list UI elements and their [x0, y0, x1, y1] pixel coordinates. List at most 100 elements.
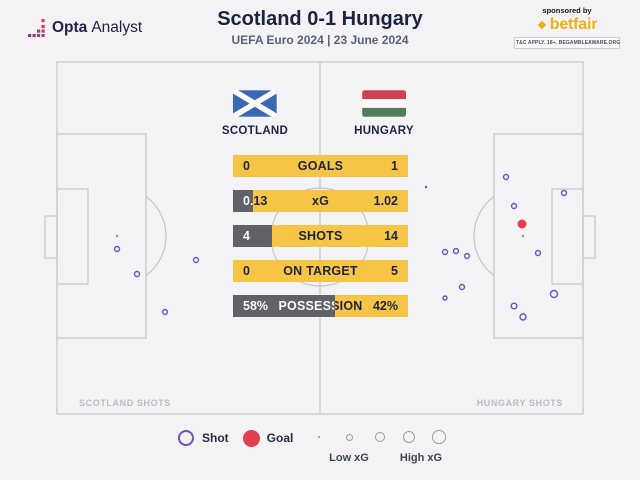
- hungary-flag: [361, 90, 406, 117]
- page-subtitle: UEFA Euro 2024 | 23 June 2024: [231, 33, 409, 47]
- stat-value-home: 0.13: [243, 194, 268, 208]
- six-yard-box-right: [551, 188, 584, 285]
- header-title-block: Scotland 0-1 Hungary UEFA Euro 2024 | 23…: [140, 8, 500, 47]
- stat-row-text-navy: 4 SHOTS 14: [233, 225, 408, 247]
- xg-scale-circle: [375, 432, 385, 442]
- stat-value-away: 5: [391, 264, 398, 278]
- high-xg-label: High xG: [399, 452, 443, 464]
- home-share-fill: [233, 225, 272, 247]
- shot-marker: [549, 289, 559, 299]
- stat-value-home: 0: [243, 264, 250, 278]
- stat-value-away: 14: [384, 229, 398, 243]
- penalty-area-left: [56, 133, 147, 339]
- goal-legend-label: Goal: [266, 431, 294, 445]
- stat-value-away: 1: [391, 159, 398, 173]
- brand-name-bold: Opta: [52, 19, 88, 36]
- stat-value-home: 4: [243, 229, 250, 243]
- stat-label: POSSESSION: [278, 299, 363, 313]
- betfair-wordmark: betfair: [549, 16, 598, 33]
- shot-marker: [534, 249, 542, 257]
- xg-scale-circle: [403, 431, 415, 443]
- shot-marker: [560, 189, 568, 197]
- stat-label: GOALS: [297, 159, 344, 173]
- brand-name-light: Analyst: [91, 19, 143, 36]
- shot-marker: [133, 270, 141, 278]
- stat-label: SHOTS: [298, 229, 343, 243]
- away-shots-label: HUNGARY SHOTS: [476, 398, 563, 408]
- penalty-spot-left: [115, 234, 119, 238]
- home-share-fill: [233, 295, 335, 317]
- stat-row-possession: 58% POSSESSION 42% 58% POSSESSION 42%: [233, 295, 408, 317]
- stat-row-text-white: 4 SHOTS 14: [233, 225, 272, 247]
- stat-row-shots: 4 SHOTS 14 4 SHOTS 14: [233, 225, 408, 247]
- opta-logo-icon: [28, 19, 45, 37]
- shot-marker: [442, 295, 448, 301]
- home-shots-label: SCOTLAND SHOTS: [79, 398, 171, 408]
- marker-legend: Shot Goal: [178, 429, 293, 447]
- goal-marker-icon: [242, 429, 260, 447]
- penalty-area-right: [493, 133, 584, 339]
- stat-label: POSSESSION: [278, 299, 363, 313]
- shot-legend-label: Shot: [202, 431, 229, 445]
- shot-marker: [502, 173, 510, 181]
- penalty-arc-left: [145, 196, 167, 276]
- shot-markers-layer: [113, 173, 568, 321]
- page-title: Scotland 0-1 Hungary: [217, 8, 423, 30]
- brand-name: Opta Analyst: [52, 19, 142, 37]
- stat-row-goals: 0 GOALS 1 0 GOALS 1: [233, 155, 408, 177]
- shot-marker: [113, 245, 121, 253]
- xg-size-scale: Low xG High xG: [300, 428, 460, 468]
- shot-marker: [510, 202, 518, 210]
- stat-row-text-white: 58% POSSESSION 42%: [233, 295, 363, 317]
- sponsor-terms: T&C APPLY. 18+. BEGAMBLEAWARE.ORG: [514, 36, 620, 49]
- stat-row-text-navy: 0 ON TARGET 5: [233, 260, 408, 282]
- xg-scale-circle: [345, 433, 353, 441]
- shot-marker: [424, 185, 428, 189]
- pitch-markings: [44, 61, 596, 415]
- away-team-block: HUNGARY: [354, 88, 414, 137]
- stat-label: xG: [311, 194, 330, 208]
- penalty-arc-right: [473, 196, 495, 276]
- shot-marker: [441, 248, 449, 256]
- stat-label: ON TARGET: [283, 264, 358, 278]
- shot-marker: [463, 252, 471, 260]
- shot-marker: [510, 302, 518, 310]
- stat-value-home: 0: [243, 159, 250, 173]
- home-share-fill: [233, 190, 253, 212]
- stat-value-away: 42%: [372, 299, 398, 313]
- stat-value-home: 58%: [243, 299, 269, 313]
- xg-scale-circle: [432, 430, 446, 444]
- stat-row-on-target: 0 ON TARGET 5 0 ON TARGET 5: [233, 260, 408, 282]
- stat-row-text-navy: 58% POSSESSION 42%: [233, 295, 408, 317]
- stat-row-xg: 0.13 xG 1.02 0.13 xG 1.02: [233, 190, 408, 212]
- sponsor-block: sponsored by betfair T&C APPLY. 18+. BEG…: [514, 6, 620, 49]
- betfair-logo: betfair: [514, 16, 620, 34]
- stats-panel: SCOTLAND HUNGARY 0 GOALS 1 0 GOALS 1 0.13 xG 1.0…: [222, 88, 414, 333]
- penalty-spots: [115, 234, 525, 238]
- scotland-flag: [232, 90, 277, 117]
- stat-value-home: 58%: [243, 299, 269, 313]
- goal-right: [582, 215, 596, 259]
- away-team-name: HUNGARY: [354, 125, 414, 137]
- stat-row-text-navy: 0 GOALS 1: [233, 155, 408, 177]
- shot-marker: [458, 283, 466, 291]
- stat-value-away: 1.02: [373, 194, 398, 208]
- betfair-icon: [537, 20, 546, 30]
- shot-marker: [452, 247, 460, 255]
- stat-row-text-white: 0.13 xG 1.02: [233, 190, 268, 212]
- stat-row-text-navy: 0.13 xG 1.02: [233, 190, 408, 212]
- shot-marker: [161, 308, 169, 316]
- penalty-spot-right: [521, 234, 525, 238]
- opta-analyst-logo: Opta Analyst: [28, 19, 142, 37]
- shot-marker: [192, 256, 200, 264]
- stat-rows: 0 GOALS 1 0 GOALS 1 0.13 xG 1.02 0.13 xG 1.02 4 SHOTS…: [233, 155, 408, 330]
- stat-value-home: 4: [243, 229, 250, 243]
- low-xg-label: Low xG: [329, 452, 369, 464]
- goal-marker: [517, 219, 527, 229]
- stat-value-home: 0.13: [243, 194, 268, 208]
- six-yard-box-left: [56, 188, 89, 285]
- sponsored-by-label: sponsored by: [542, 6, 592, 15]
- xg-scale-circle: [317, 435, 321, 439]
- shot-marker-icon: [178, 430, 194, 446]
